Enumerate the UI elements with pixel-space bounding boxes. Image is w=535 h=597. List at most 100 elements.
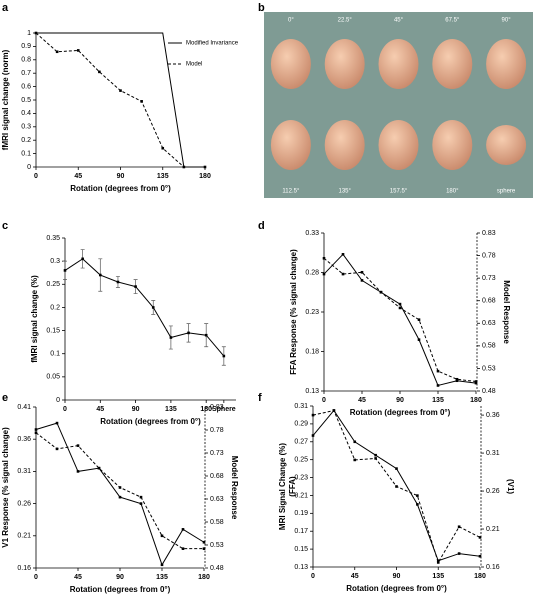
point: [436, 559, 440, 563]
point: [187, 331, 190, 335]
y-tick-label: 0.41: [17, 404, 31, 411]
y-tick-label: 0.21: [294, 492, 308, 499]
y2-tick-label: 0.83: [210, 404, 224, 411]
point: [181, 528, 185, 531]
y-tick-label: 0.15: [46, 327, 60, 334]
point: [169, 336, 173, 339]
x-tick-label: 45: [358, 397, 366, 404]
point: [204, 333, 208, 337]
head: [378, 120, 419, 170]
point: [139, 495, 143, 499]
series-line: [323, 253, 477, 387]
point: [119, 89, 122, 92]
y-tick-label: 0.28: [305, 269, 319, 276]
y2-tick-label: 0.48: [210, 565, 224, 572]
point: [160, 563, 164, 567]
x-tick-label: 135: [157, 173, 169, 180]
point: [478, 554, 482, 558]
point: [55, 50, 59, 54]
x-tick-label: 180: [198, 574, 210, 581]
point: [474, 381, 478, 385]
head: [486, 39, 527, 89]
y-tick-label: 0.9: [21, 43, 31, 50]
y-tick-label: 0.25: [46, 281, 60, 288]
x-axis-label: Rotation (degrees from 0°): [346, 584, 447, 593]
x-axis-label: Rotation (degrees from 0°): [70, 184, 171, 193]
point: [222, 354, 226, 358]
y2-axis-label: (V1): [506, 479, 515, 494]
x-tick-label: 90: [393, 573, 401, 580]
point: [341, 272, 345, 276]
head: [432, 120, 473, 170]
panel-letter: f: [258, 392, 262, 404]
point: [436, 561, 440, 564]
point: [81, 257, 84, 261]
y-tick-label: 0.26: [17, 500, 31, 507]
point: [311, 413, 315, 417]
panel-letter: e: [2, 392, 8, 404]
y2-tick-label: 0.31: [486, 450, 500, 457]
view-label: 135°: [338, 189, 351, 195]
y-tick-label: 0.23: [305, 309, 319, 316]
point: [311, 434, 315, 437]
x-tick-label: 45: [74, 574, 82, 581]
point: [374, 453, 377, 457]
point: [395, 485, 398, 488]
x-tick-label: 90: [116, 574, 124, 581]
legend-label: Model: [186, 62, 202, 68]
y-tick-label: 0.1: [21, 150, 31, 157]
head: [486, 125, 527, 165]
point: [416, 503, 419, 506]
point: [139, 502, 143, 505]
x-tick-label: Sphere: [212, 406, 236, 413]
y-tick-label: 0.5: [21, 97, 31, 104]
legend-label: Modified Invariance: [186, 41, 239, 47]
y-axis-label: MRI Signal Change (%): [278, 443, 287, 530]
x-tick-label: 45: [96, 406, 104, 413]
view-label: 157.5°: [390, 189, 408, 195]
x-axis-label: Rotation (degrees from 0°): [350, 408, 451, 417]
y-tick-label: 0.8: [21, 57, 31, 64]
y-tick-label: 0.31: [17, 468, 31, 475]
point: [118, 495, 122, 499]
x-tick-label: 180: [199, 173, 211, 180]
point: [322, 256, 326, 260]
y2-tick-label: 0.68: [210, 473, 224, 480]
y-tick-label: 0.16: [17, 565, 31, 572]
view-label: 45°: [394, 18, 404, 24]
point: [34, 428, 38, 431]
point: [63, 269, 67, 272]
x-tick-label: 0: [34, 574, 38, 581]
y-tick-label: 0.27: [294, 439, 308, 446]
view-label: sphere: [497, 189, 516, 195]
point: [151, 306, 155, 309]
panel-letter: c: [2, 220, 8, 232]
head: [270, 120, 311, 170]
y2-tick-label: 0.68: [482, 298, 496, 305]
y-tick-label: 0.05: [46, 374, 60, 381]
y-tick-label: 0.1: [50, 351, 60, 358]
point: [76, 470, 80, 473]
y-tick-label: 0.25: [294, 457, 308, 464]
x-tick-label: 90: [117, 173, 125, 180]
panel-letter: a: [2, 2, 9, 14]
point: [98, 70, 101, 74]
y2-tick-label: 0.53: [482, 365, 496, 372]
y2-axis-label: Model Response: [502, 280, 511, 344]
point: [341, 253, 345, 256]
x-tick-label: 0: [311, 573, 315, 580]
point: [398, 306, 402, 310]
x-tick-label: 135: [165, 406, 177, 413]
point: [98, 273, 102, 277]
y-tick-label: 0.2: [21, 137, 31, 144]
x-tick-label: 45: [74, 173, 82, 180]
point: [353, 458, 357, 462]
y-tick-label: 0: [27, 164, 31, 171]
point: [332, 409, 336, 412]
series-line: [323, 257, 477, 383]
view-label: 180°: [446, 189, 459, 195]
point: [181, 547, 185, 550]
series-line: [64, 258, 225, 357]
head: [324, 120, 365, 170]
